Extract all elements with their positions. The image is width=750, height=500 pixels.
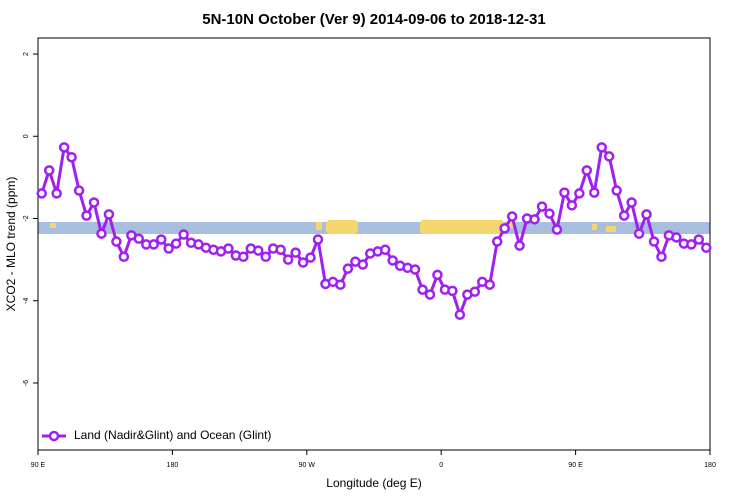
data-point [312, 234, 324, 245]
data-point [58, 142, 70, 153]
chart-title: 5N-10N October (Ver 9) 2014-09-06 to 201… [202, 11, 546, 28]
data-point [566, 200, 578, 211]
data-point [671, 232, 682, 243]
data-point [81, 210, 92, 221]
data-point [290, 247, 301, 258]
data-point [387, 255, 398, 266]
x-tick-label: 90 E [568, 462, 583, 469]
data-point [111, 236, 122, 247]
data-point [238, 251, 249, 262]
data-point [648, 236, 660, 247]
data-point [544, 208, 555, 219]
data-point [506, 211, 518, 222]
data-point [133, 233, 145, 244]
x-axis-label: Longitude (deg E) [326, 476, 421, 490]
legend-label: Land (Nadir&Glint) and Ocean (Glint) [74, 428, 271, 442]
data-point [73, 185, 85, 196]
legend: Land (Nadir&Glint) and Ocean (Glint) [42, 428, 271, 442]
data-point [596, 142, 607, 153]
data-point [693, 234, 705, 245]
data-point [297, 257, 309, 268]
data-point [626, 197, 637, 208]
data-point [335, 279, 346, 290]
data-point [424, 289, 436, 300]
data-point [88, 197, 100, 208]
plot-frame [37, 37, 711, 451]
land-ocean-strip [38, 220, 710, 234]
data-point [603, 151, 615, 162]
data-point [529, 214, 540, 225]
data-point [223, 243, 234, 254]
data-point [514, 240, 525, 251]
data-point [282, 254, 294, 265]
data-point [469, 286, 481, 297]
data-point [118, 251, 130, 262]
data-point [275, 244, 286, 256]
data-point [103, 209, 115, 220]
x-tick-label: 90 E [31, 462, 46, 469]
data-point [260, 251, 271, 262]
data-point [170, 238, 182, 249]
y-axis-label: XCO2 - MLO trend (ppm) [4, 177, 18, 312]
data-point [454, 309, 466, 320]
data-point [409, 264, 421, 275]
data-point [178, 229, 189, 240]
data-point [447, 285, 458, 297]
y-tick-label: -4 [23, 298, 30, 304]
data-point [574, 188, 585, 199]
data-point [432, 269, 443, 281]
data-point [491, 236, 503, 247]
data-point [641, 209, 652, 220]
data-point [357, 259, 369, 270]
data-point [305, 252, 316, 263]
x-tick-label: 0 [439, 462, 443, 469]
data-point [656, 251, 667, 262]
data-point [589, 187, 600, 198]
data-point [536, 201, 548, 212]
data-point [253, 245, 264, 256]
legend-marker [48, 430, 60, 442]
y-tick-label: 2 [23, 52, 30, 56]
data-point [551, 224, 563, 235]
data-point [701, 242, 712, 253]
data-point [686, 239, 697, 250]
data-point [379, 244, 391, 256]
series [36, 142, 712, 320]
data-point [148, 239, 159, 250]
data-point [581, 165, 593, 176]
data-point [342, 263, 354, 274]
data-point [611, 185, 622, 196]
data-point [618, 210, 630, 221]
data-point [633, 228, 645, 239]
y-tick-label: -6 [23, 380, 30, 386]
data-point [155, 234, 167, 245]
y-tick-label: -2 [23, 215, 30, 221]
x-tick-label: 180 [167, 462, 179, 469]
data-point [484, 279, 495, 290]
x-tick-label: 90 W [299, 462, 316, 469]
data-point [66, 151, 77, 163]
x-tick-label: 180 [704, 462, 716, 469]
data-point [51, 188, 62, 199]
data-point [43, 165, 55, 176]
data-point [96, 228, 107, 239]
data-point [559, 187, 570, 198]
data-point [36, 188, 47, 199]
data-point [163, 243, 174, 254]
y-tick-label: 0 [23, 134, 30, 138]
data-point [417, 284, 428, 295]
data-point [499, 223, 510, 234]
